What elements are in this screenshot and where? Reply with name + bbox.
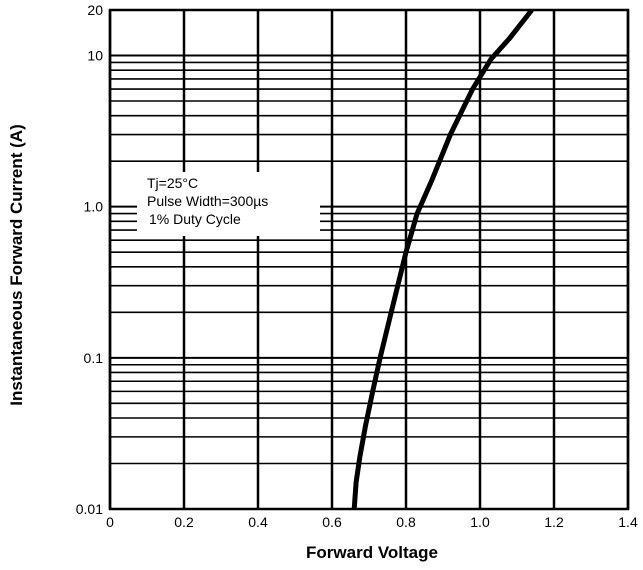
axes <box>108 8 630 511</box>
plot-frame <box>108 8 630 511</box>
x-tick-label: 0.8 <box>396 514 416 530</box>
annotation-line: Tj=25°C <box>147 175 198 191</box>
y-tick-label: 0.01 <box>76 501 103 517</box>
y-tick-label: 0.1 <box>84 350 104 366</box>
y-axis-title: Instantaneous Forward Current (A) <box>7 124 26 405</box>
x-tick-label: 0 <box>106 514 114 530</box>
annotation-box: Tj=25°C Pulse Width=300µs 1% Duty Cycle <box>137 172 320 236</box>
y-tick-label: 1.0 <box>84 199 104 215</box>
x-axis-title: Forward Voltage <box>306 543 438 562</box>
x-tick-label: 0.6 <box>322 514 342 530</box>
annotation-background <box>137 172 320 236</box>
y-tick-label: 20 <box>87 2 103 18</box>
y-tick-label: 10 <box>87 48 103 64</box>
x-tick-label: 1.0 <box>470 514 490 530</box>
grid <box>108 9 630 510</box>
x-tick-label: 1.4 <box>618 514 638 530</box>
annotation-line: Pulse Width=300µs <box>147 193 268 209</box>
iv-curve <box>351 8 534 510</box>
series-layer <box>351 8 534 510</box>
tick-labels: 0 0.2 0.4 0.6 0.8 1.0 1.2 1.4 0.01 0.1 1.0 10 20 <box>76 2 638 530</box>
annotation-line: 1% Duty Cycle <box>149 211 241 227</box>
x-tick-label: 0.4 <box>248 514 268 530</box>
x-tick-label: 0.2 <box>174 514 194 530</box>
x-tick-label: 1.2 <box>544 514 564 530</box>
